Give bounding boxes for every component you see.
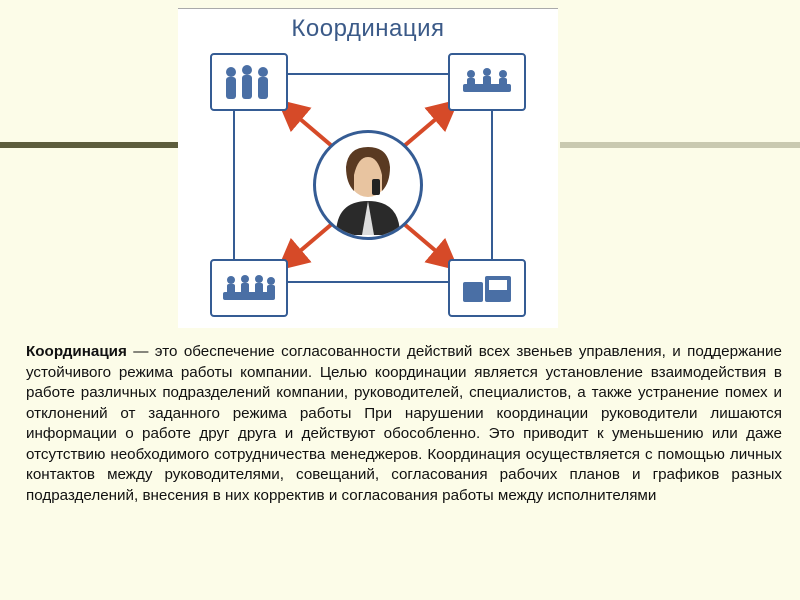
people-group-icon xyxy=(217,60,281,104)
coordination-diagram: Координация xyxy=(178,8,558,328)
rule-right xyxy=(560,142,800,148)
businesswoman-phone-icon xyxy=(318,135,418,235)
lead-term: Координация xyxy=(26,343,127,360)
meeting-icon xyxy=(455,60,519,104)
node-bottom-left xyxy=(210,259,288,317)
body-span: — это обеспечение согласованности действ… xyxy=(26,343,782,504)
node-top-left xyxy=(210,53,288,111)
equipment-icon xyxy=(455,266,519,310)
node-bottom-right xyxy=(448,259,526,317)
node-center xyxy=(313,130,423,240)
slide: Координация xyxy=(0,0,800,600)
node-top-right xyxy=(448,53,526,111)
body-paragraph: Координация — это обеспечение согласован… xyxy=(26,342,782,506)
diagram-title: Координация xyxy=(178,9,558,45)
diagram-body xyxy=(178,45,558,325)
meeting-icon-2 xyxy=(217,266,281,310)
rule-left xyxy=(0,142,178,148)
